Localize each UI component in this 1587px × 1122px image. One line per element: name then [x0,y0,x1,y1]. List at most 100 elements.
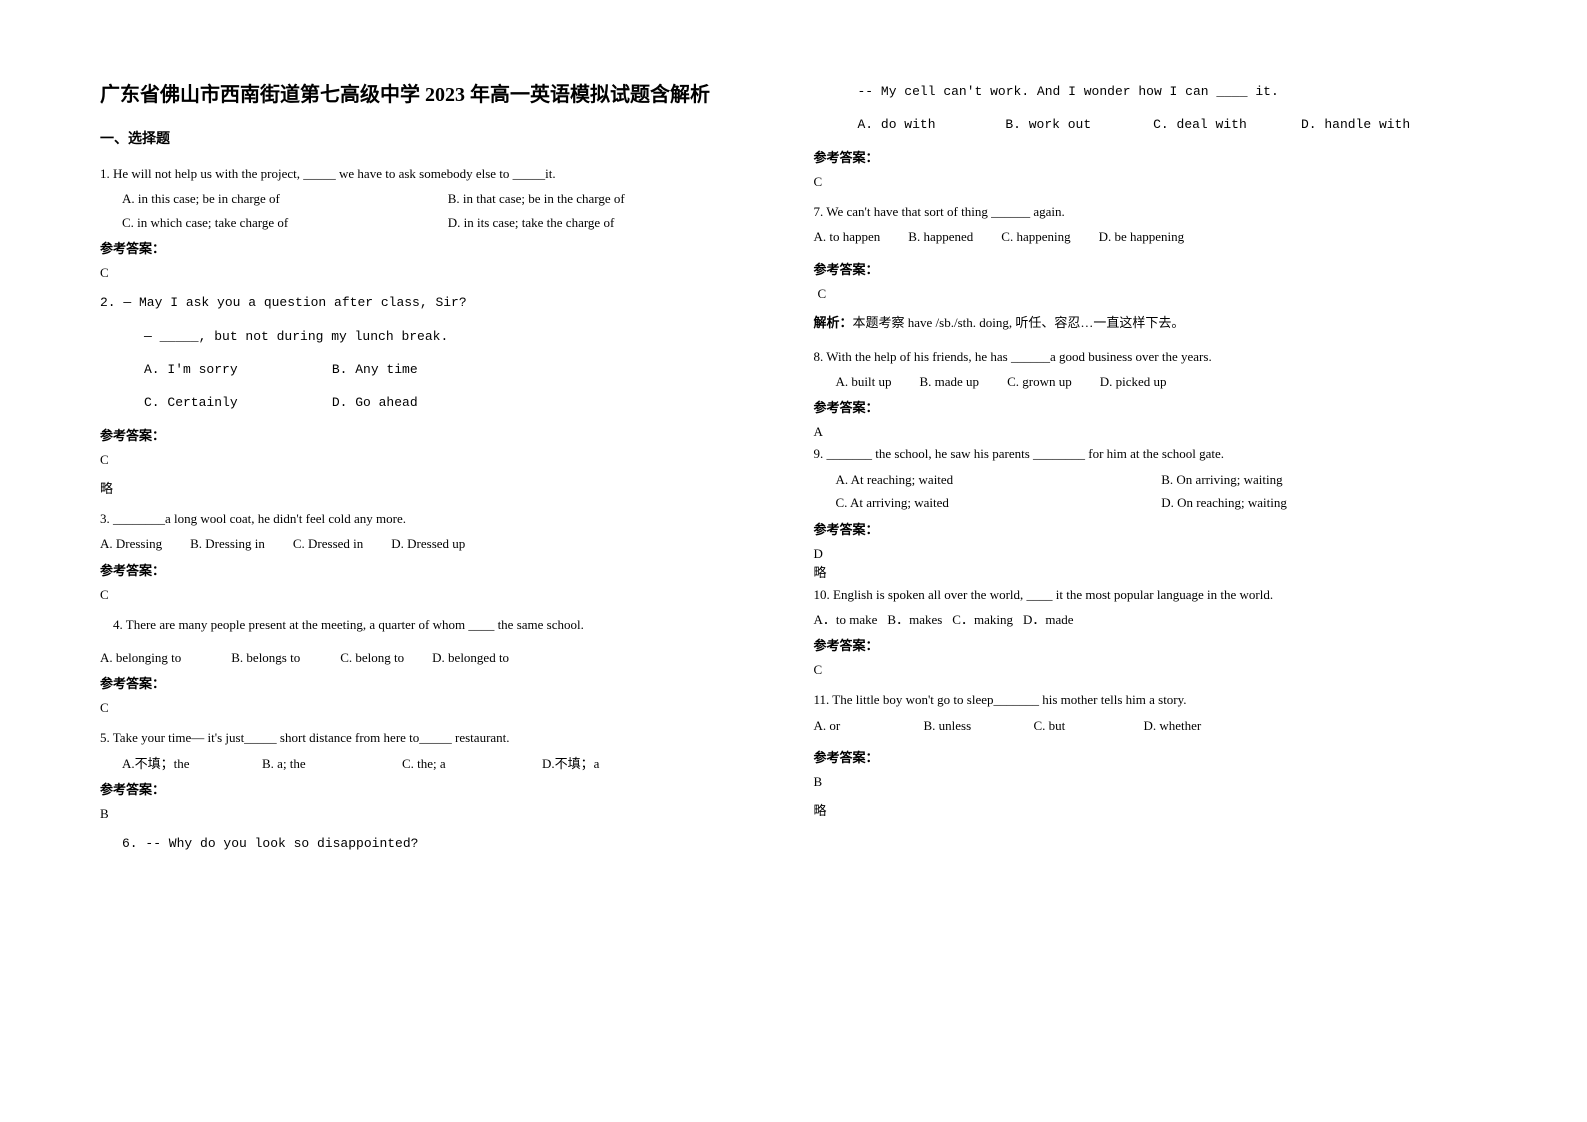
q1-opt-d: D. in its case; take the charge of [448,211,774,234]
question-11: 11. The little boy won't go to sleep____… [814,688,1488,737]
q11-opt-d: D. whether [1144,714,1202,737]
q2-omit: 略 [100,478,774,497]
left-column: 广东省佛山市西南街道第七高级中学 2023 年高一英语模拟试题含解析 一、选择题… [100,80,774,1082]
q4-answer-label: 参考答案： [100,673,774,692]
q11-answer-label: 参考答案： [814,747,1488,766]
q4-opt-c: C. belong to [340,646,404,669]
document-title: 广东省佛山市西南街道第七高级中学 2023 年高一英语模拟试题含解析 [100,80,774,110]
q7-opt-a: A. to happen [814,225,881,248]
q3-answer-label: 参考答案： [100,560,774,579]
q11-opt-c: C. but [1034,714,1144,737]
question-8: 8. With the help of his friends, he has … [814,345,1488,394]
q6-line2: -- My cell can't work. And I wonder how … [814,80,1488,103]
q1-answer-label: 参考答案： [100,238,774,257]
q9-opt-a: A. At reaching; waited [836,468,1162,491]
q3-answer: C [100,587,774,603]
q10-opt-d: D．made [1023,608,1074,631]
q1-opt-b: B. in that case; be in the charge of [448,187,774,210]
q8-prompt: 8. With the help of his friends, he has … [814,345,1488,368]
q9-opt-b: B. On arriving; waiting [1161,468,1487,491]
q3-prompt: 3. ________a long wool coat, he didn't f… [100,507,774,530]
q6-options: A. do with B. work out C. deal with D. h… [814,113,1488,136]
q1-opt-c: C. in which case; take charge of [122,211,448,234]
q10-answer-label: 参考答案： [814,635,1488,654]
q7-explain-text: 本题考察 have /sb./sth. doing, 听任、容忍…一直这样下去。 [853,315,1185,330]
q7-options: A. to happen B. happened C. happening D.… [814,225,1488,248]
q6-opt-d: D. handle with [1301,117,1410,132]
q8-answer: A [814,424,1488,440]
q11-opt-a: A. or [814,714,924,737]
q1-options-row2: C. in which case; take charge of D. in i… [100,211,774,234]
q4-options: A. belonging to B. belongs to C. belong … [100,646,774,669]
q7-explain-label: 解析： [814,315,853,330]
q2-opt-b: B. Any time [332,362,418,377]
q6-opt-b: B. work out [1005,113,1145,136]
q9-answer-label: 参考答案： [814,519,1488,538]
q5-opt-c: C. the; a [402,752,542,775]
two-column-layout: 广东省佛山市西南街道第七高级中学 2023 年高一英语模拟试题含解析 一、选择题… [100,80,1487,1082]
q2-opt-d: D. Go ahead [332,395,418,410]
q11-answer: B [814,774,1488,790]
q3-opt-c: C. Dressed in [293,532,363,555]
q9-omit: 略 [814,562,1488,581]
question-1: 1. He will not help us with the project,… [100,162,774,234]
q3-opt-a: A. Dressing [100,532,162,555]
question-10: 10. English is spoken all over the world… [814,583,1488,632]
q3-opt-d: D. Dressed up [391,532,465,555]
q8-opt-a: A. built up [836,370,892,393]
q2-options-row1: A. I'm sorry B. Any time [100,358,774,381]
q7-opt-b: B. happened [908,225,973,248]
q4-prompt: 4. There are many people present at the … [100,613,774,636]
q10-prompt: 10. English is spoken all over the world… [814,583,1488,606]
q7-answer: C [814,286,1488,302]
q6-opt-a: A. do with [858,113,998,136]
q4-opt-a: A. belonging to [100,646,181,669]
q2-options-row2: C. Certainly D. Go ahead [100,391,774,414]
q10-opt-c: C．making [952,608,1013,631]
q4-opt-b: B. belongs to [231,646,300,669]
q8-options: A. built up B. made up C. grown up D. pi… [814,370,1488,393]
q1-prompt: 1. He will not help us with the project,… [100,162,774,185]
q10-options: A．to make B．makes C．making D．made [814,608,1488,631]
q2-answer: C [100,452,774,468]
question-3: 3. ________a long wool coat, he didn't f… [100,507,774,556]
q4-opt-d: D. belonged to [432,646,509,669]
q2-line1: 2. — May I ask you a question after clas… [100,291,774,314]
q11-prompt: 11. The little boy won't go to sleep____… [814,688,1488,711]
q5-answer-label: 参考答案： [100,779,774,798]
q7-opt-c: C. happening [1001,225,1070,248]
question-9: 9. _______ the school, he saw his parent… [814,442,1488,514]
q7-answer-label: 参考答案： [814,259,1488,278]
q2-line2: — _____, but not during my lunch break. [100,325,774,348]
q3-options: A. Dressing B. Dressing in C. Dressed in… [100,532,774,555]
q9-prompt: 9. _______ the school, he saw his parent… [814,442,1488,465]
q6-answer-label: 参考答案： [814,147,1488,166]
q8-opt-b: B. made up [919,370,979,393]
q2-answer-label: 参考答案： [100,425,774,444]
q9-options-row1: A. At reaching; waited B. On arriving; w… [814,468,1488,491]
q9-options-row2: C. At arriving; waited D. On reaching; w… [814,491,1488,514]
q7-explain: 解析：本题考察 have /sb./sth. doing, 听任、容忍…一直这样… [814,312,1488,331]
q1-answer: C [100,265,774,281]
q10-opt-b: B．makes [887,608,942,631]
q4-answer: C [100,700,774,716]
question-6-line1: 6. -- Why do you look so disappointed? [100,832,774,855]
q5-prompt: 5. Take your time— it's just_____ short … [100,726,774,749]
q2-opt-c: C. Certainly [144,391,324,414]
q7-opt-d: D. be happening [1099,225,1185,248]
q9-opt-d: D. On reaching; waiting [1161,491,1487,514]
q6-opt-c: C. deal with [1153,113,1293,136]
q1-options-row1: A. in this case; be in charge of B. in t… [100,187,774,210]
q3-opt-b: B. Dressing in [190,532,265,555]
q8-opt-d: D. picked up [1100,370,1167,393]
q5-options: A.不填；the B. a; the C. the; a D.不填；a [100,752,774,775]
q10-answer: C [814,662,1488,678]
q7-prompt: 7. We can't have that sort of thing ____… [814,200,1488,223]
q2-opt-a: A. I'm sorry [144,358,324,381]
q5-opt-b: B. a; the [262,752,402,775]
q10-opt-a: A．to make [814,608,878,631]
question-4: 4. There are many people present at the … [100,613,774,670]
q6-answer: C [814,174,1488,190]
q5-answer: B [100,806,774,822]
section-header: 一、选择题 [100,128,774,148]
